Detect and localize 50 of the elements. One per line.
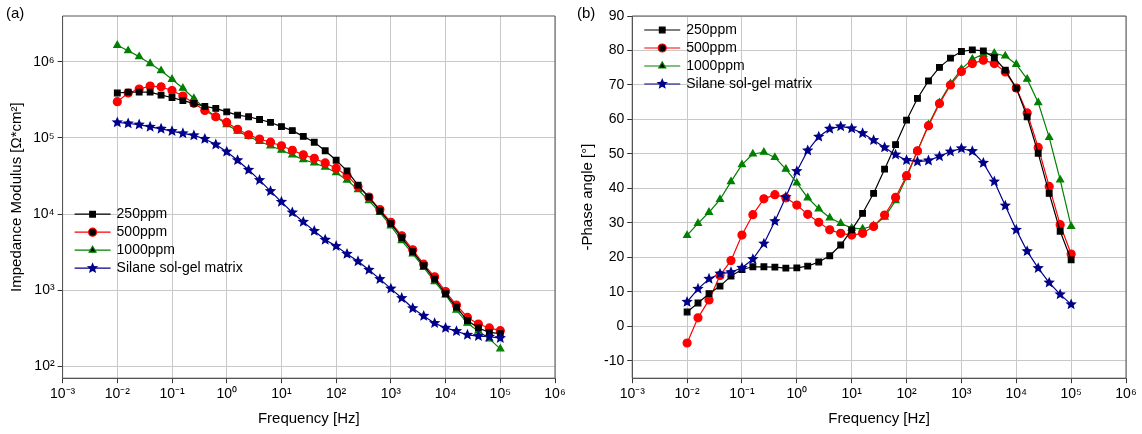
legend-label: 250ppm (686, 20, 737, 37)
legend-label: 1000ppm (686, 56, 745, 73)
y-tick-label: 10⁴ (32, 204, 55, 221)
x-tick-label: 10³ (951, 385, 972, 402)
legend-label: 250ppm (116, 205, 168, 222)
y-tick-label: 30 (608, 213, 625, 230)
x-tick-label: 10⁻¹ (729, 385, 755, 402)
y-tick-label: 90 (608, 6, 625, 23)
x-tick-label: 10⁻² (104, 385, 131, 402)
x-tick-label: 10⁻³ (619, 385, 646, 402)
x-tick-label: 10⁶ (544, 385, 566, 402)
x-tick-label: 10⁵ (1060, 385, 1082, 402)
x-tick-label: 10³ (380, 385, 402, 402)
legend-label: 500ppm (686, 38, 737, 55)
y-tick-label: 10 (608, 282, 625, 299)
x-tick-label: 10¹ (841, 385, 863, 402)
y-tick-label: 10⁵ (33, 128, 55, 145)
x-tick-label: 10¹ (271, 385, 292, 402)
x-axis-title: Frequency [Hz] (828, 409, 930, 427)
x-tick-label: 10⁵ (489, 385, 511, 402)
x-tick-label: 10⁰ (216, 385, 238, 402)
y-tick-label: -10 (604, 351, 625, 368)
text: (a) (6, 3, 25, 21)
y-tick-label: 10⁶ (33, 52, 55, 69)
y-tick-label: 20 (608, 248, 625, 265)
legend-label: 500ppm (116, 223, 168, 240)
x-tick-label: 10⁻³ (49, 385, 76, 402)
x-tick-label: 10⁻¹ (159, 385, 185, 402)
legend-label: 1000ppm (116, 241, 175, 258)
legend-label: Silane sol-gel matrix (686, 74, 813, 91)
y-tick-label: 40 (608, 179, 625, 196)
x-tick-label: 10² (896, 385, 917, 402)
x-tick-label: 10² (326, 385, 347, 402)
y-tick-label: 10³ (34, 281, 55, 298)
x-tick-label: 10⁰ (786, 385, 808, 402)
y-tick-label: 60 (608, 110, 625, 127)
y-tick-label: 50 (608, 144, 625, 161)
text: (b) (577, 3, 596, 21)
y-tick-label: 10² (34, 357, 55, 374)
x-tick-label: 10⁴ (1005, 385, 1028, 402)
x-tick-label: 10⁴ (434, 385, 457, 402)
x-tick-label: 10⁶ (1115, 385, 1137, 402)
legend-label: Silane sol-gel matrix (116, 259, 243, 276)
x-axis-title: Frequency [Hz] (257, 409, 360, 427)
y-axis-title: Impedance Modulus [Ω*cm²] (7, 102, 25, 292)
x-tick-label: 10⁻² (674, 385, 701, 402)
y-axis-title: -Phase angle [°] (578, 143, 596, 251)
y-tick-label: 70 (608, 75, 625, 92)
y-tick-label: 80 (608, 41, 625, 58)
y-tick-label: 0 (616, 317, 625, 334)
